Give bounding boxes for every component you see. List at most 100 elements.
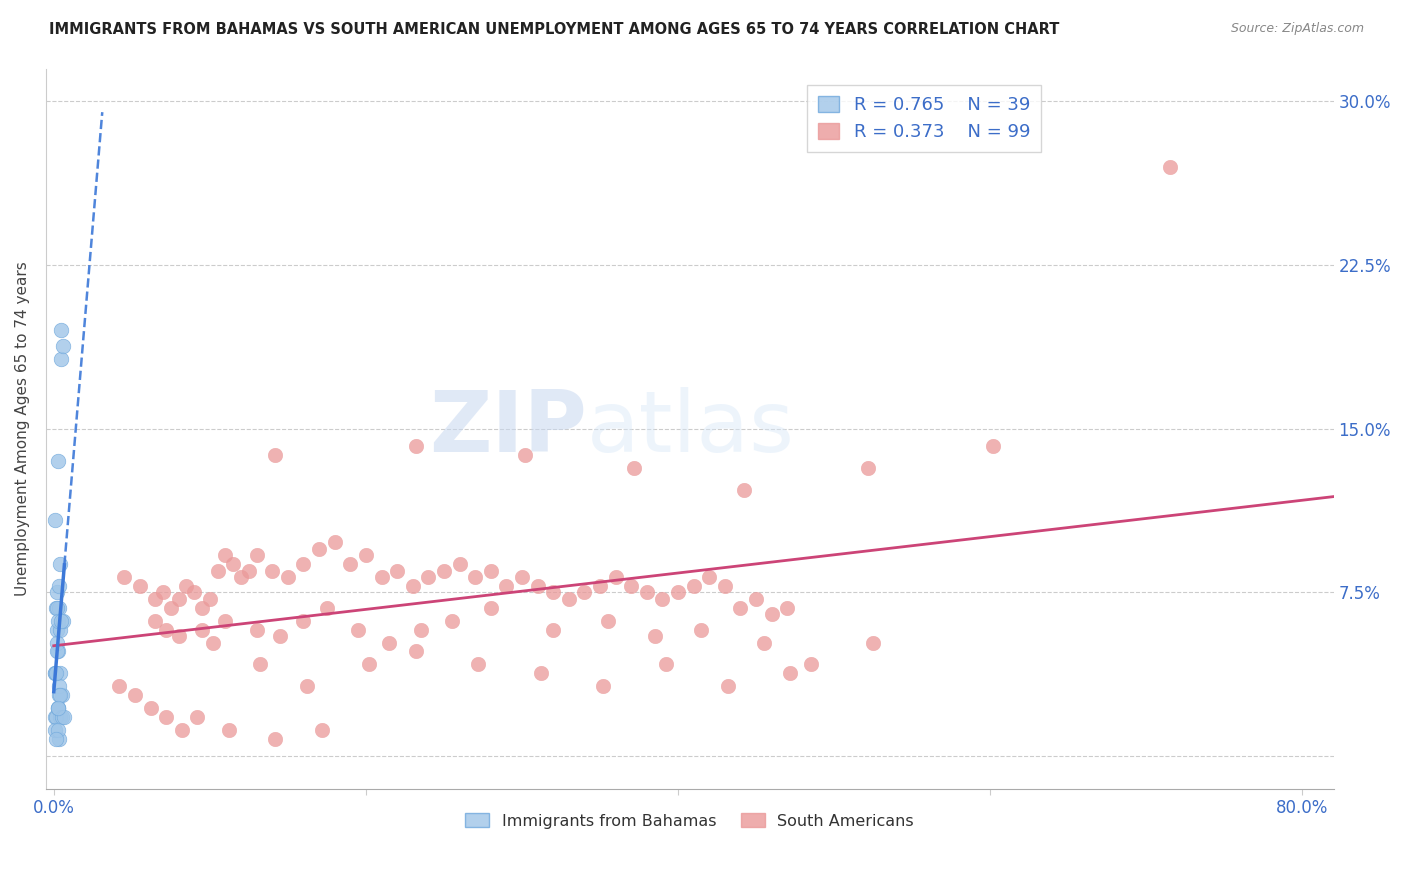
Point: [541, 623, 564, 637]
Point: [44, 710, 66, 724]
Point: [574, 585, 596, 599]
Point: [433, 564, 456, 578]
Point: [143, 591, 166, 606]
Point: [292, 557, 315, 571]
Point: [530, 666, 553, 681]
Point: [49, 614, 72, 628]
Point: [644, 629, 666, 643]
Point: [558, 591, 581, 606]
Point: [651, 591, 673, 606]
Point: [357, 657, 380, 672]
Point: [605, 570, 627, 584]
Point: [139, 701, 162, 715]
Point: [370, 570, 392, 584]
Point: [214, 549, 236, 563]
Point: [112, 570, 135, 584]
Point: [222, 557, 245, 571]
Point: [44, 666, 66, 681]
Point: [124, 688, 146, 702]
Point: [44, 723, 66, 737]
Point: [238, 564, 260, 578]
Point: [45, 666, 67, 681]
Point: [339, 557, 361, 571]
Point: [682, 579, 704, 593]
Point: [214, 614, 236, 628]
Point: [292, 614, 315, 628]
Point: [45, 623, 67, 637]
Point: [49, 323, 72, 337]
Point: [589, 579, 612, 593]
Point: [347, 623, 370, 637]
Point: [262, 564, 284, 578]
Point: [449, 557, 471, 571]
Point: [46, 723, 69, 737]
Point: [46, 644, 69, 658]
Point: [46, 614, 69, 628]
Y-axis label: Unemployment Among Ages 65 to 74 years: Unemployment Among Ages 65 to 74 years: [15, 261, 30, 596]
Point: [46, 701, 69, 715]
Text: atlas: atlas: [586, 387, 794, 470]
Point: [48, 688, 70, 702]
Point: [779, 666, 801, 681]
Point: [323, 535, 346, 549]
Point: [402, 579, 425, 593]
Point: [45, 635, 67, 649]
Point: [510, 570, 533, 584]
Point: [45, 600, 67, 615]
Point: [49, 623, 72, 637]
Point: [183, 585, 205, 599]
Point: [198, 591, 221, 606]
Point: [155, 710, 177, 724]
Text: Source: ZipAtlas.com: Source: ZipAtlas.com: [1230, 22, 1364, 36]
Point: [249, 657, 271, 672]
Point: [440, 614, 463, 628]
Point: [479, 600, 502, 615]
Point: [697, 570, 720, 584]
Point: [714, 579, 737, 593]
Point: [654, 657, 676, 672]
Point: [733, 483, 755, 497]
Point: [620, 579, 643, 593]
Point: [51, 710, 73, 724]
Point: [229, 570, 252, 584]
Point: [311, 723, 333, 737]
Point: [858, 461, 880, 475]
Point: [186, 710, 208, 724]
Point: [717, 679, 740, 693]
Point: [45, 644, 67, 658]
Point: [48, 579, 70, 593]
Point: [48, 600, 70, 615]
Point: [800, 657, 823, 672]
Point: [467, 657, 489, 672]
Point: [207, 564, 229, 578]
Point: [53, 710, 76, 724]
Point: [596, 614, 619, 628]
Point: [152, 585, 174, 599]
Point: [155, 623, 177, 637]
Point: [636, 585, 658, 599]
Point: [46, 585, 69, 599]
Legend: Immigrants from Bahamas, South Americans: Immigrants from Bahamas, South Americans: [460, 806, 921, 835]
Point: [246, 623, 269, 637]
Point: [170, 723, 193, 737]
Point: [108, 679, 131, 693]
Point: [405, 439, 427, 453]
Point: [128, 579, 150, 593]
Point: [464, 570, 486, 584]
Point: [479, 564, 502, 578]
Point: [418, 570, 440, 584]
Point: [167, 629, 190, 643]
Point: [48, 731, 70, 746]
Point: [526, 579, 548, 593]
Point: [264, 448, 287, 462]
Point: [191, 623, 214, 637]
Point: [378, 635, 401, 649]
Point: [862, 635, 884, 649]
Point: [315, 600, 337, 615]
Point: [46, 600, 69, 615]
Point: [666, 585, 689, 599]
Point: [1159, 160, 1181, 174]
Point: [49, 666, 72, 681]
Point: [264, 731, 287, 746]
Point: [44, 666, 66, 681]
